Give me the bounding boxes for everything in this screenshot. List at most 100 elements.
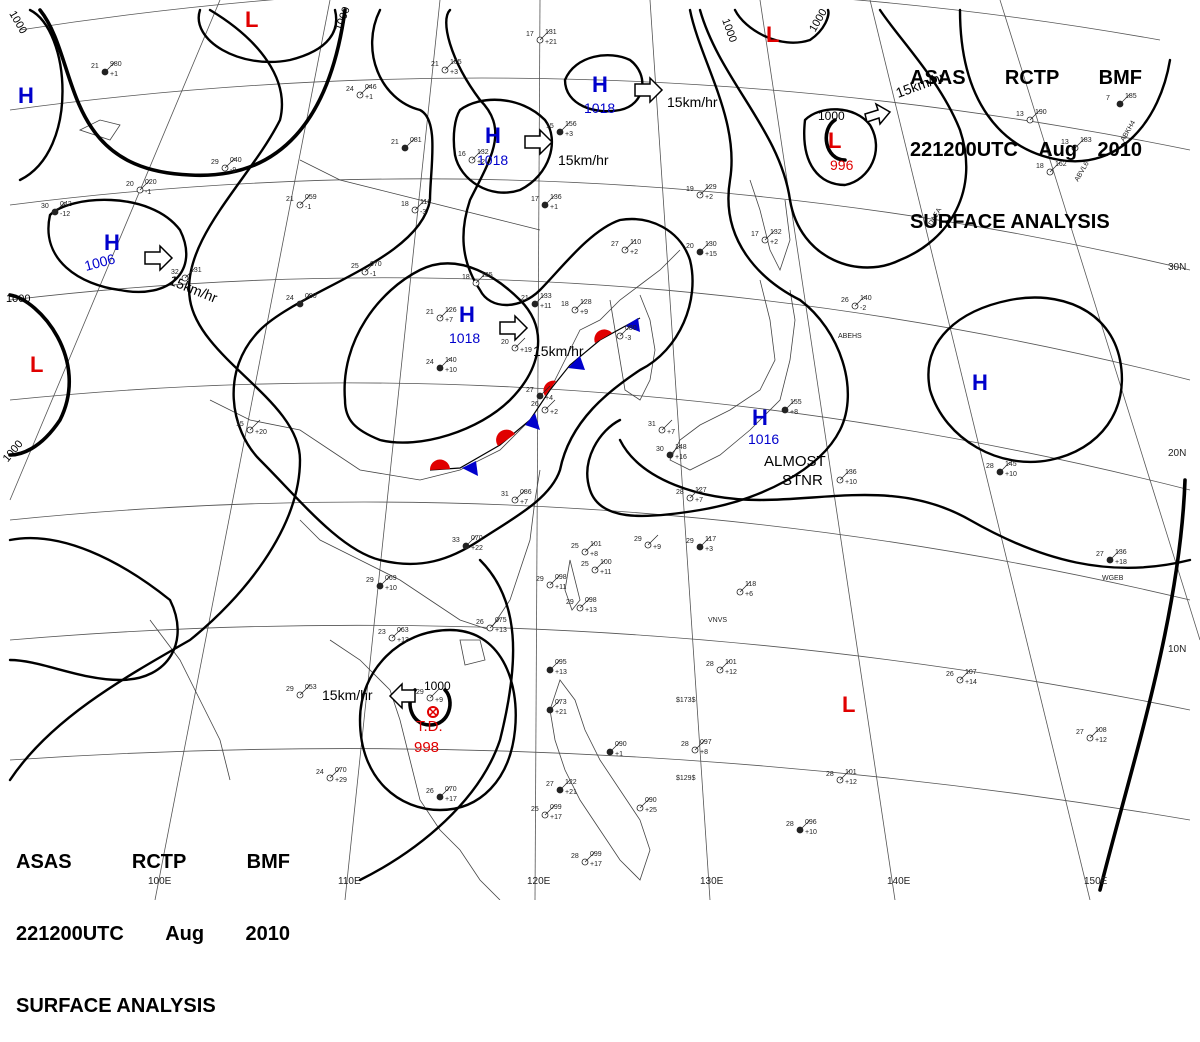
station-pressure: 097	[700, 739, 712, 746]
wind-barb-icon	[475, 272, 487, 284]
station-temperature: 17	[531, 196, 539, 203]
station-plot: 29 117 +3	[686, 536, 716, 553]
station-temperature: 28	[986, 463, 994, 470]
station-temperature: 29	[686, 538, 694, 545]
station-pressure: 080	[625, 325, 637, 332]
latitude-line	[19, 0, 1161, 41]
low-pressure-symbol: L	[828, 128, 841, 153]
isobar	[47, 198, 188, 294]
station-pressure: 126	[445, 307, 457, 314]
station-pressure: 136	[845, 469, 857, 476]
low-pressure-value: 996	[830, 157, 854, 173]
station-plot: 28 101 +12	[826, 769, 857, 786]
wind-barb-icon	[404, 137, 416, 149]
wind-barb-icon	[544, 804, 556, 816]
station-pressure: 185	[1125, 93, 1137, 100]
wind-barb-icon	[224, 157, 236, 169]
station-plot: 29 098 +11	[536, 574, 567, 591]
title-source: BMF	[1098, 67, 1142, 89]
tropical-depression: T.D. 998	[414, 706, 443, 756]
station-tendency: +17	[550, 814, 562, 821]
station-temperature: 17	[751, 231, 759, 238]
station-tendency: +11	[600, 569, 611, 576]
low-pressure-symbol: L	[766, 22, 779, 47]
station-pressure: 127	[695, 487, 707, 494]
station-temperature: 26	[531, 401, 539, 408]
station-pressure: 070	[335, 767, 347, 774]
station-temperature: 29	[634, 536, 642, 543]
station-temperature: 29	[566, 599, 574, 606]
wind-barb-icon	[364, 261, 376, 273]
station-pressure: 095	[555, 659, 567, 666]
wind-barb-icon	[299, 194, 311, 206]
wind-barb-icon	[534, 293, 546, 305]
title-product: ASAS	[910, 67, 966, 89]
wind-barb-icon	[139, 179, 151, 191]
high-pressure-value: 1018	[584, 100, 615, 116]
title-year: 2010	[1097, 139, 1142, 161]
station-temperature: 18	[1036, 163, 1044, 170]
wind-barb-icon	[694, 739, 706, 751]
station-temperature: 19	[686, 186, 694, 193]
wind-barb-icon	[465, 535, 477, 547]
longitude-label: 110E	[338, 876, 361, 887]
station-plot: 28 145 +10	[986, 461, 1017, 478]
axis-labels: 30N 20N 10N 100E 110E 120E 130E 140E 150…	[148, 262, 1186, 887]
wind-barb-icon	[647, 534, 659, 546]
station-tendency: +1	[550, 204, 558, 211]
motion-speed-label: 15km/hr	[558, 152, 609, 168]
station-plot: 31 +7	[648, 419, 675, 436]
wind-barb-icon	[1109, 549, 1121, 561]
station-plot: 23 063 +13	[378, 627, 409, 644]
tropical-depression-icon	[427, 706, 439, 718]
station-id: VNVS	[708, 617, 727, 624]
station-tendency: +4	[545, 395, 553, 402]
latitude-label: 30N	[1168, 262, 1186, 273]
station-pressure: 046	[365, 84, 377, 91]
station-pressure: 980	[110, 61, 122, 68]
latitude-line	[9, 624, 1191, 711]
wind-barb-icon	[799, 819, 811, 831]
arrow-icon	[499, 314, 529, 342]
station-plot: 13 183	[1061, 137, 1092, 152]
station-temperature: 28	[826, 771, 834, 778]
station-plot: 25 100 +11	[581, 559, 612, 576]
station-plot: 28 096 +10	[786, 819, 817, 836]
station-tendency: +10	[845, 479, 857, 486]
station-tendency: +2	[630, 249, 638, 256]
station-tendency: +13	[397, 637, 409, 644]
station-plot: 26 +2	[531, 399, 558, 416]
station-temperature: 27	[526, 387, 534, 394]
tropical-depression-icon	[428, 707, 438, 717]
wind-barb-icon	[414, 199, 426, 211]
station-temperature: 7	[1106, 95, 1110, 102]
station-tendency: +10	[445, 367, 457, 374]
station-tendency: +19	[520, 347, 532, 354]
station-pressure: 132	[770, 229, 782, 236]
station-temperature: 30	[656, 446, 664, 453]
wind-barb-icon	[699, 241, 711, 253]
station-tendency: +9	[653, 544, 661, 551]
station-tendency: +3	[565, 131, 573, 138]
station-tendency: +13	[555, 669, 567, 676]
station-plot: 073+21	[546, 699, 567, 716]
station-pressure: 063	[397, 627, 409, 634]
wind-barb-icon	[739, 581, 751, 593]
station-plot: 095+13	[546, 659, 567, 676]
station-tendency: +21	[565, 789, 577, 796]
station-id: $173$	[676, 697, 696, 704]
station-id: ABEHS	[838, 333, 862, 340]
title-station: RCTP	[131, 851, 187, 873]
arrow-icon	[388, 682, 416, 710]
warm-front-semicircle	[594, 329, 612, 343]
station-pressure: 136	[550, 194, 562, 201]
wind-barb-icon	[1089, 727, 1101, 739]
isobar	[698, 8, 968, 269]
coastline-hainan	[459, 639, 486, 666]
station-tendency: +2	[705, 194, 713, 201]
coastline-china-south	[299, 469, 541, 631]
map-title-top-right: ASAS RCTP BMF 221200UTC Aug 2010 SURFACE…	[910, 18, 1142, 258]
wind-barb-icon	[661, 419, 673, 431]
station-tendency: +2	[477, 159, 485, 166]
station-plot: 18 128 +9	[561, 299, 592, 316]
